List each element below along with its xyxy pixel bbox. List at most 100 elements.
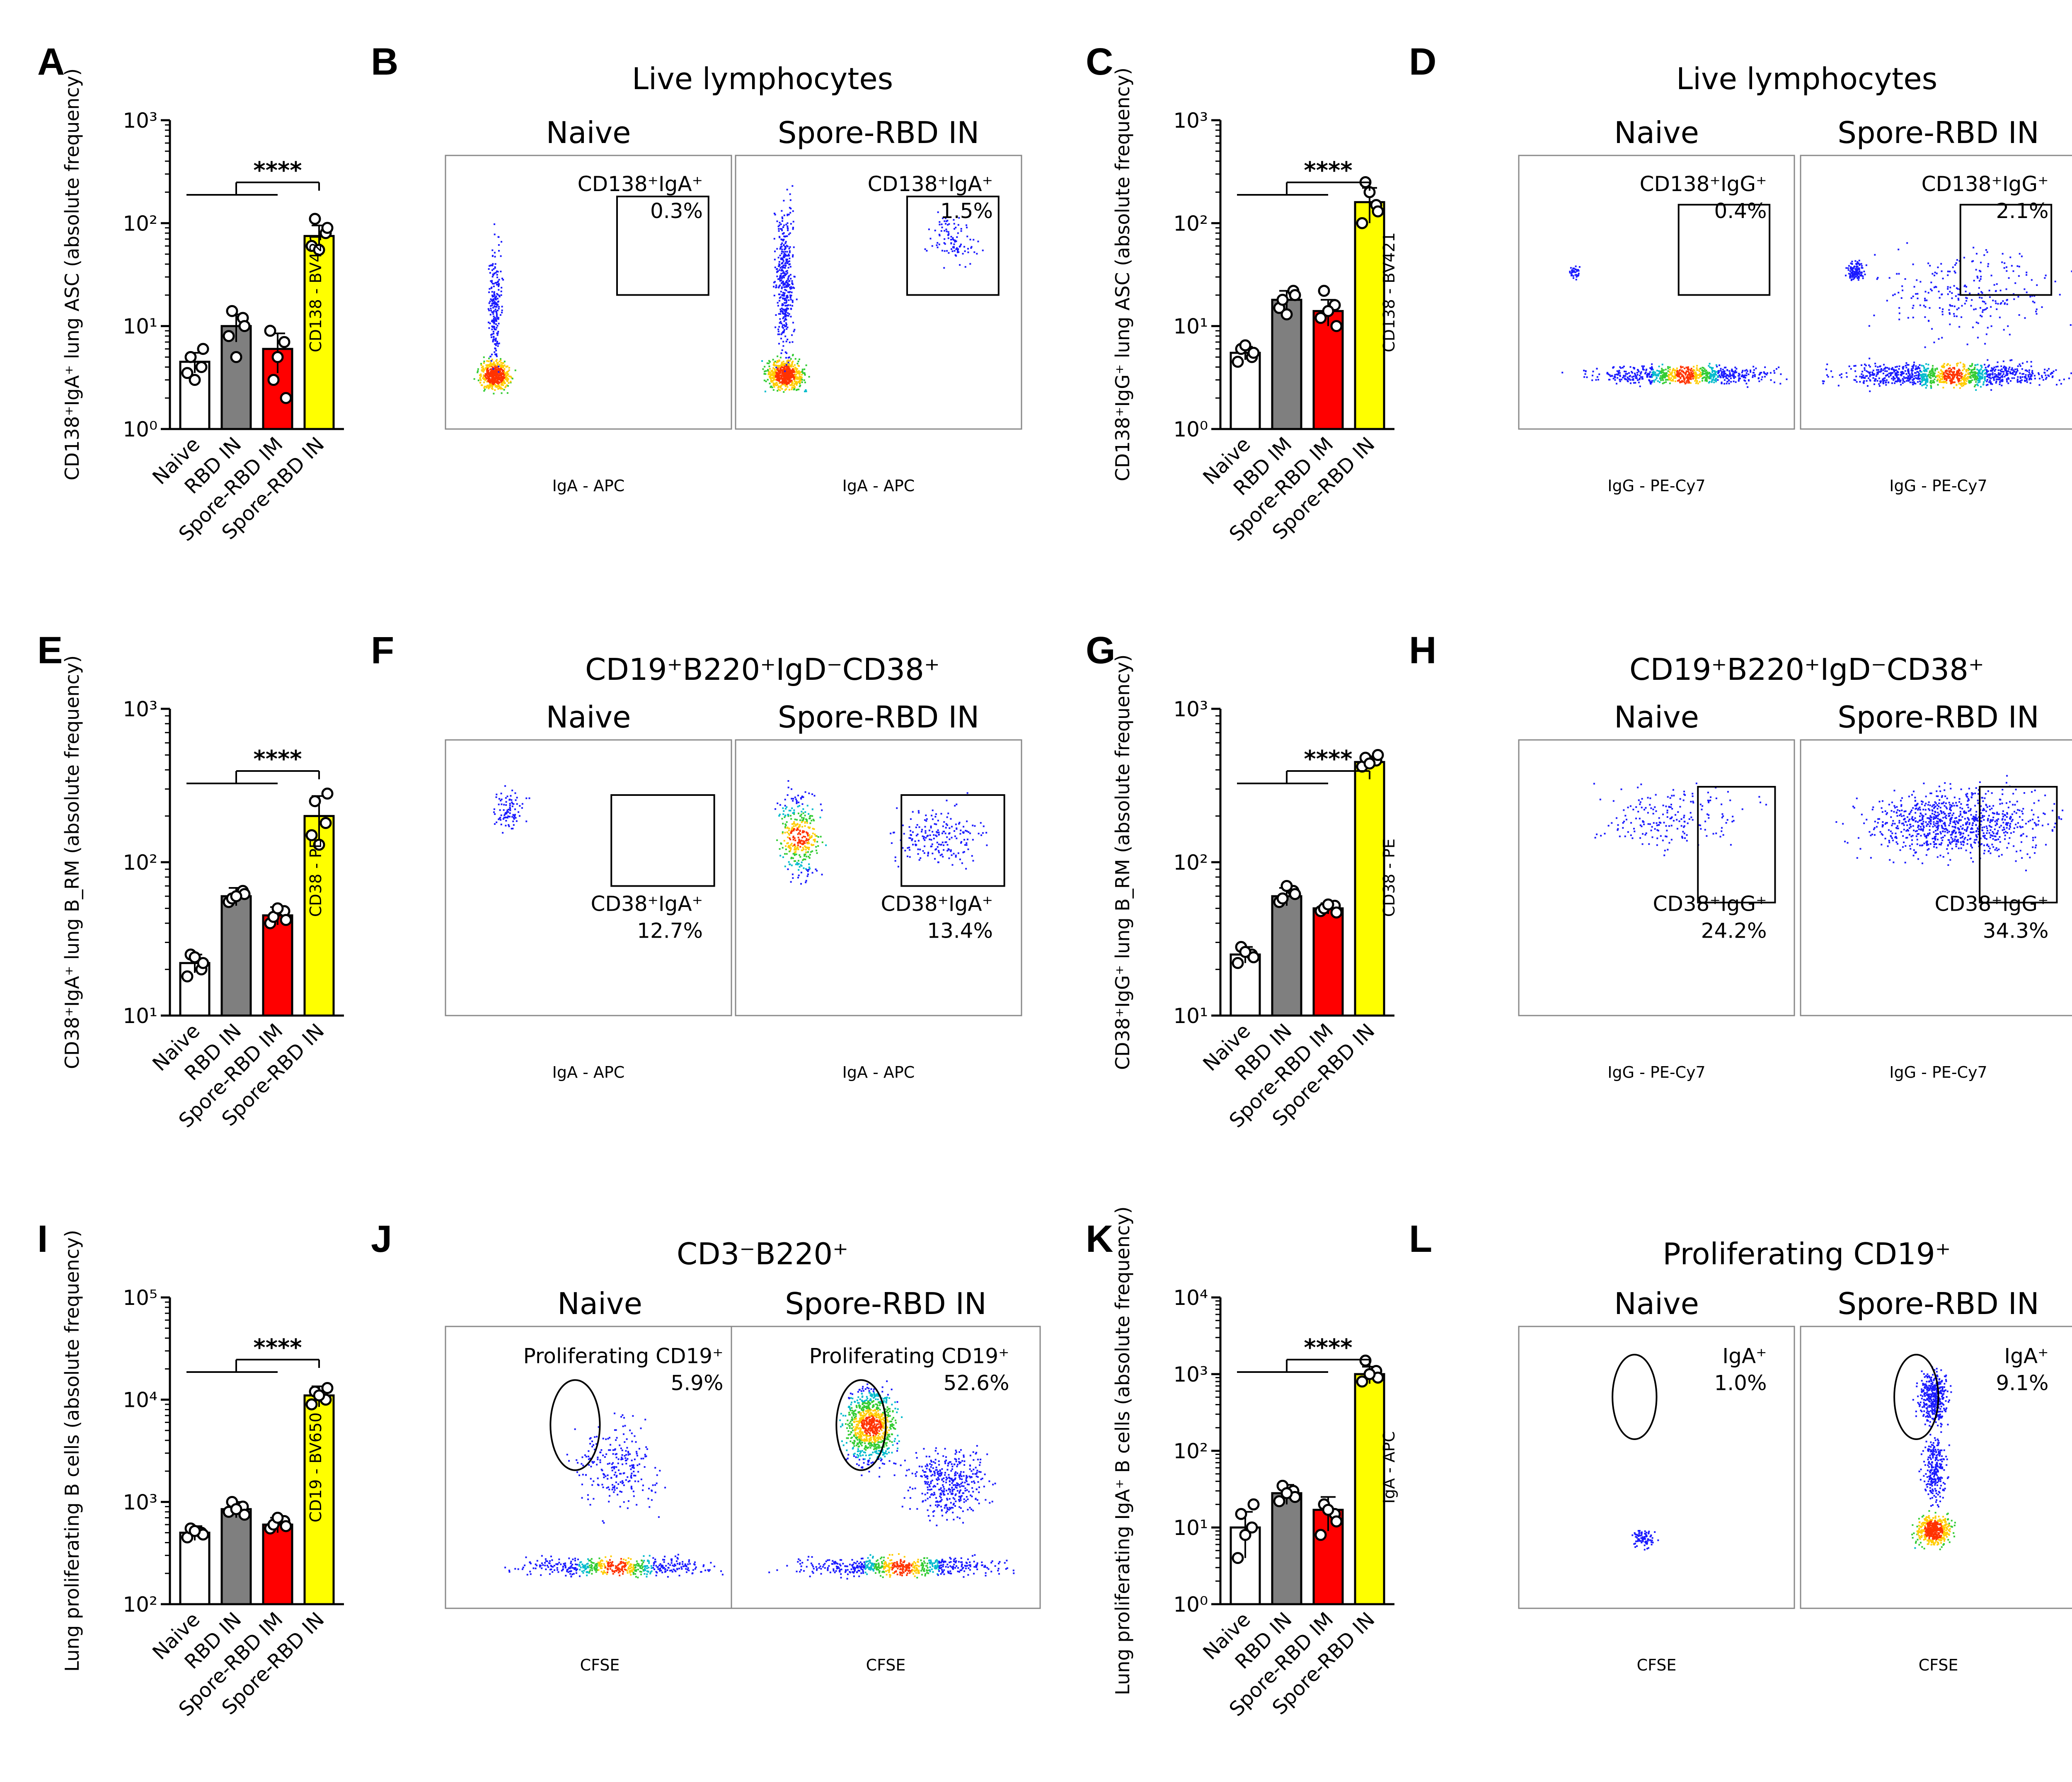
event-dot-f (811, 872, 813, 874)
event-dot-f (949, 838, 951, 840)
event-dot-b (792, 286, 794, 289)
event-dot-b (794, 386, 796, 388)
event-dot-b (493, 293, 495, 296)
event-dot-d (1972, 375, 1974, 377)
event-dot-d (2038, 372, 2040, 374)
event-dot-f (793, 844, 795, 846)
event-dot-d (2018, 266, 2020, 268)
event-dot-d (1859, 264, 1861, 266)
event-dot-f (798, 874, 800, 876)
flow-title-j: CD3⁻B220⁺ (677, 1236, 848, 1271)
bar-e (262, 914, 293, 1017)
event-dot-b (494, 252, 496, 254)
event-dot-f (788, 829, 790, 832)
event-dot-d (1999, 373, 2002, 375)
flow-title-l: Proliferating CD19⁺ (1663, 1236, 1951, 1271)
event-dot-d (1721, 383, 1723, 385)
event-dot-d (1709, 375, 1711, 377)
event-dot-d (1962, 369, 1964, 371)
event-dot-b (492, 302, 494, 304)
event-dot-d (1649, 381, 1651, 383)
event-dot-d (1632, 367, 1634, 369)
event-dot-d (1953, 387, 1955, 389)
event-dot-d (1935, 286, 1937, 288)
event-dot-f (791, 843, 793, 845)
event-dot-f (790, 832, 792, 834)
event-dot-f (925, 832, 927, 834)
event-dot-d (1956, 370, 1958, 372)
event-dot-d (1951, 371, 1953, 373)
event-dot-b (784, 274, 787, 276)
event-dot-d (1875, 365, 1877, 367)
event-dot-b (794, 364, 796, 366)
event-dot-b (787, 364, 789, 366)
event-dot-b (804, 390, 806, 393)
event-dot-b (777, 384, 779, 386)
event-dot-d (1703, 367, 1705, 369)
event-dot-d (1970, 371, 1972, 373)
event-dot-b (936, 244, 938, 246)
event-dot-d (1947, 270, 1949, 272)
event-dot-b (496, 379, 498, 381)
event-dot-b (765, 370, 767, 372)
event-dot-d (1629, 375, 1631, 377)
event-dot-d (1934, 370, 1936, 372)
event-dot-b (485, 364, 487, 366)
event-dot-b (494, 363, 496, 365)
event-dot-d (1898, 318, 1900, 320)
event-dot-d (2052, 375, 2054, 377)
event-dot-d (2005, 369, 2007, 371)
event-dot-d (1933, 286, 1935, 289)
event-dot-b (944, 230, 946, 232)
event-dot-b (774, 379, 776, 381)
event-dot-d (1616, 373, 1618, 376)
event-dot-d (1653, 373, 1655, 376)
event-dot-d (1681, 370, 1683, 372)
event-dot-f (798, 801, 800, 803)
event-dot-d (1990, 306, 1992, 308)
event-dot-d (1786, 378, 1788, 381)
event-dot-d (1946, 382, 1948, 384)
event-dot-b (960, 243, 962, 245)
event-dot-d (2005, 288, 2007, 290)
event-dot-f (792, 853, 794, 855)
event-dot-f (908, 826, 910, 828)
event-dot-f (799, 833, 801, 835)
event-dot-d (1879, 365, 1881, 367)
event-dot-b (489, 364, 491, 366)
event-dot-b (785, 311, 787, 313)
event-dot-b (786, 328, 788, 330)
event-dot-b (507, 385, 509, 387)
event-dot-b (495, 298, 497, 300)
event-dot-b (781, 252, 783, 255)
gate-percent-b: 0.3% (650, 199, 703, 223)
event-dot-b (778, 374, 780, 376)
event-dot-b (480, 379, 482, 381)
bar-e (220, 895, 252, 1017)
event-dot-d (1906, 242, 1908, 244)
event-dot-d (1952, 378, 1954, 380)
event-dot-b (780, 310, 782, 312)
event-dot-d (1980, 291, 1982, 293)
event-dot-d (2030, 365, 2032, 367)
event-dot-d (1620, 378, 1622, 381)
event-dot-d (1903, 366, 1905, 368)
event-dot-f (812, 828, 814, 830)
event-dot-d (1878, 369, 1880, 371)
event-dot-d (1650, 367, 1652, 369)
event-dot-d (1676, 374, 1678, 376)
event-dot-f (509, 803, 511, 805)
event-dot-d (1690, 371, 1692, 373)
event-dot-d (1639, 374, 1641, 376)
event-dot-d (1851, 278, 1853, 280)
event-dot-b (937, 211, 939, 213)
event-dot-d (1990, 383, 1992, 385)
event-dot-b (779, 269, 781, 271)
event-dot-d (1893, 370, 1895, 372)
event-dot-d (1906, 364, 1908, 366)
event-dot-b (774, 281, 776, 283)
event-dot-b (481, 369, 483, 371)
event-dot-f (809, 817, 811, 819)
event-dot-d (1745, 374, 1748, 376)
event-dot-b (494, 256, 496, 258)
